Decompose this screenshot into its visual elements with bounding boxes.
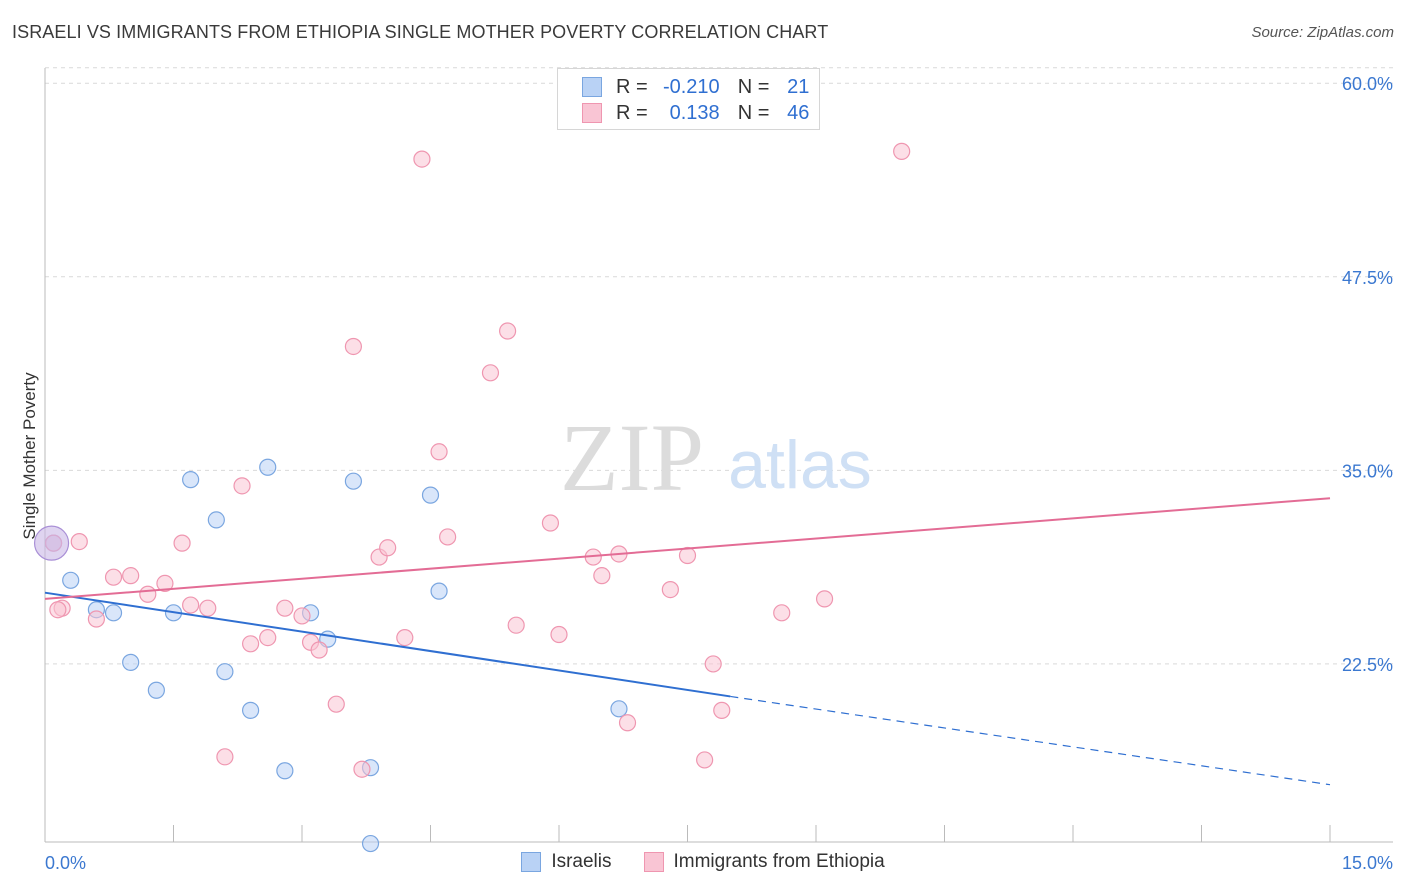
israeli-trend-line [44,591,731,698]
ethiopia-point [122,567,140,585]
ethiopia-point [293,607,311,625]
ethiopia-point [439,528,457,546]
israeli-point [182,471,200,489]
ethiopia-point [396,628,414,647]
legend-row-israelis: R = -0.210 N = 21 [582,75,809,99]
ethiopia-point [815,590,834,608]
ethiopia-point [413,150,431,168]
watermark: ZIP atlas [560,404,872,511]
y-tick-label: 47.5% [1342,268,1393,288]
ethiopia-point [70,532,88,551]
ethiopia-point [550,625,568,644]
israeli-point [104,604,123,622]
ethiopia-point [242,635,260,653]
israeli-point [147,681,165,699]
legend-item-israelis[interactable]: Israelis [521,851,612,873]
israeli-point [361,834,380,853]
legend-label-israelis: Israelis [551,851,612,872]
ethiopia-point [499,322,517,340]
ethiopia-point [618,714,637,732]
israeli-point [421,486,440,504]
ethiopia-point [593,567,611,585]
israeli-point [207,511,225,529]
israeli-point [430,582,448,600]
data-points [33,142,911,853]
r-label: R = [616,75,648,98]
legend-item-ethiopia[interactable]: Immigrants from Ethiopia [643,851,885,873]
x-tick-label: 0.0% [45,853,86,873]
ethiopia-point [430,443,448,461]
n-label: N = [737,101,770,124]
ethiopia-point [379,539,397,557]
ethiopia-point [139,585,157,603]
ethiopia-point [216,748,234,766]
israeli-point [610,700,628,718]
ethiopia-point [481,364,500,382]
chart-title: ISRAELI VS IMMIGRANTS FROM ETHIOPIA SING… [12,22,829,42]
ethiopia-point [327,695,345,713]
ethiopia-point [276,599,294,617]
ethiopia-point [156,574,174,592]
ethiopia-point [704,655,722,673]
cluster-point [33,525,70,561]
ethiopia-point [696,751,714,769]
ethiopia-point [173,534,191,552]
israeli-point [62,571,80,589]
ethiopia-point [233,477,251,495]
r-value: -0.210 [662,75,720,98]
ethiopia-point [104,568,123,586]
ethiopia-point [507,616,525,634]
y-tick-label: 60.0% [1342,74,1393,94]
n-label: N = [737,75,770,98]
y-tick-label: 22.5% [1342,655,1393,675]
israeli-point [344,472,362,490]
tick-labels: 22.5% 35.0% 47.5% 60.0% 0.0% 15.0% [45,74,1393,873]
axes [44,68,1393,843]
n-value: 46 [787,101,810,124]
trend-lines [44,497,1331,786]
ethiopia-point [310,641,328,659]
legend-label-ethiopia: Immigrants from Ethiopia [673,851,885,872]
israelis-legend-swatch [521,852,542,872]
r-label: R = [616,101,648,124]
n-value: 21 [787,75,810,98]
ethiopia-trend-line [44,497,1331,600]
y-tick-label: 35.0% [1342,461,1393,481]
ethiopia-legend-swatch [643,852,664,872]
ethiopia-point [344,337,362,356]
stats-legend: R = -0.210 N = 21 R = 0.138 N = 46 [557,68,820,130]
ethiopia-point [182,596,200,614]
watermark-zip: ZIP [560,404,704,511]
ethiopia-point [661,580,679,599]
ethiopia-point [49,601,67,619]
israelis-swatch [582,77,602,97]
ethiopia-point [353,760,371,778]
r-value: 0.138 [669,101,720,124]
gridlines [45,67,1393,665]
ethiopia-swatch [582,103,602,123]
ethiopia-point [199,599,217,617]
ethiopia-point [678,546,697,565]
ethiopia-point [87,610,106,628]
ethiopia-point [713,701,731,719]
israeli-point [276,762,294,780]
ethiopia-point [259,628,277,647]
israeli-point [242,701,260,719]
israeli-trend-extension [730,695,1331,786]
source-label: Source: ZipAtlas.com [1251,24,1394,41]
ethiopia-point [541,514,560,532]
ethiopia-point [773,604,791,622]
ethiopia-point [893,142,911,160]
israeli-point [259,458,277,476]
legend-row-ethiopia: R = 0.138 N = 46 [582,101,809,125]
series-legend: Israelis Immigrants from Ethiopia [0,851,1406,873]
x-tick-label: 15.0% [1342,853,1393,873]
watermark-atlas: atlas [728,427,872,503]
israeli-point [216,663,234,681]
israeli-point [122,653,140,671]
